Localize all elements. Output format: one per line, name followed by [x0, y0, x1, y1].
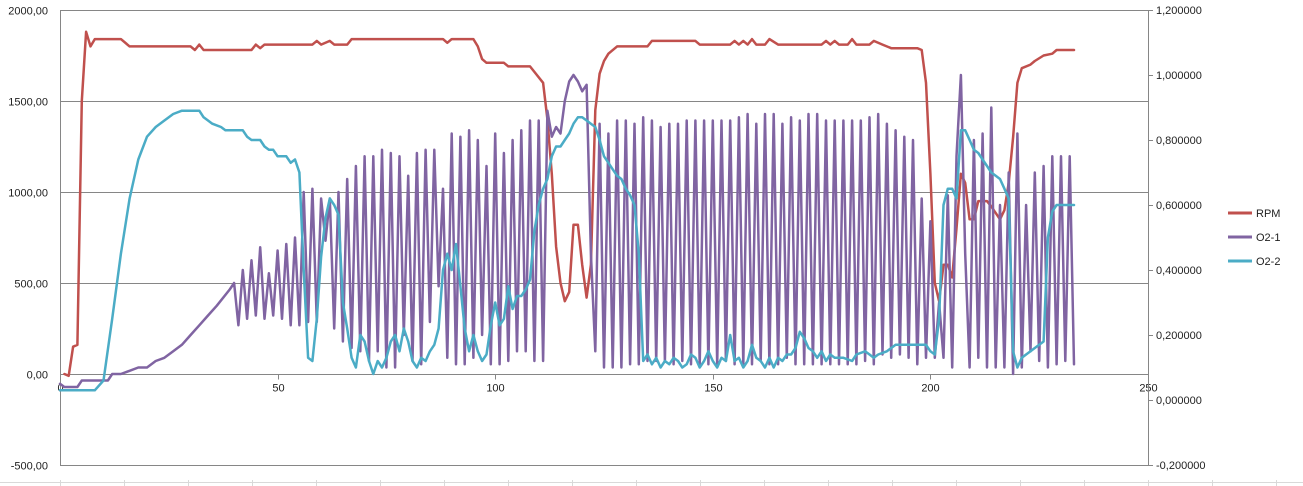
- right-y-tick-label: 0,000000: [1156, 395, 1202, 407]
- right-y-axis: -0,200000 0,000000 0,200000 0,400000 0,60000…: [1148, 5, 1206, 472]
- left-y-tick-label: 500,00: [14, 279, 48, 291]
- left-y-tick-label: 1500,00: [8, 97, 48, 109]
- series-line-o2-2: [58, 109, 1076, 392]
- right-y-tick-label: -0,200000: [1156, 460, 1206, 472]
- series-line-o2-1: [58, 73, 1076, 389]
- right-y-tick-label: 1,000000: [1156, 70, 1202, 82]
- right-y-tick-label: 0,800000: [1156, 135, 1202, 147]
- series-lines: [58, 30, 1076, 392]
- legend: RPM O2-1 O2-2: [1228, 208, 1280, 268]
- left-y-tick-label: -500,00: [11, 461, 48, 473]
- right-y-tick-label: 0,400000: [1156, 265, 1202, 277]
- legend-label: O2-1: [1256, 232, 1280, 244]
- right-y-tick-label: 1,200000: [1156, 5, 1202, 17]
- legend-label: RPM: [1256, 208, 1280, 220]
- left-y-tick-label: 0,00: [27, 370, 48, 382]
- right-y-tick-label: 0,600000: [1156, 200, 1202, 212]
- right-y-tick-label: 0,200000: [1156, 330, 1202, 342]
- x-tick-label: 100: [486, 383, 504, 395]
- x-tick-label: 150: [704, 383, 722, 395]
- left-y-axis: -500,00 0,00 500,00 1000,00 1500,00 2000,00: [8, 6, 61, 473]
- series-line-rpm: [63, 30, 1076, 378]
- x-tick-label: 50: [272, 383, 284, 395]
- x-tick-label: 200: [921, 383, 939, 395]
- legend-label: O2-2: [1256, 256, 1280, 268]
- left-y-tick-label: 1000,00: [8, 188, 48, 200]
- x-axis: 050100150200250: [57, 374, 1158, 395]
- bottom-ruler: [0, 480, 1303, 486]
- left-y-tick-label: 2000,00: [8, 6, 48, 18]
